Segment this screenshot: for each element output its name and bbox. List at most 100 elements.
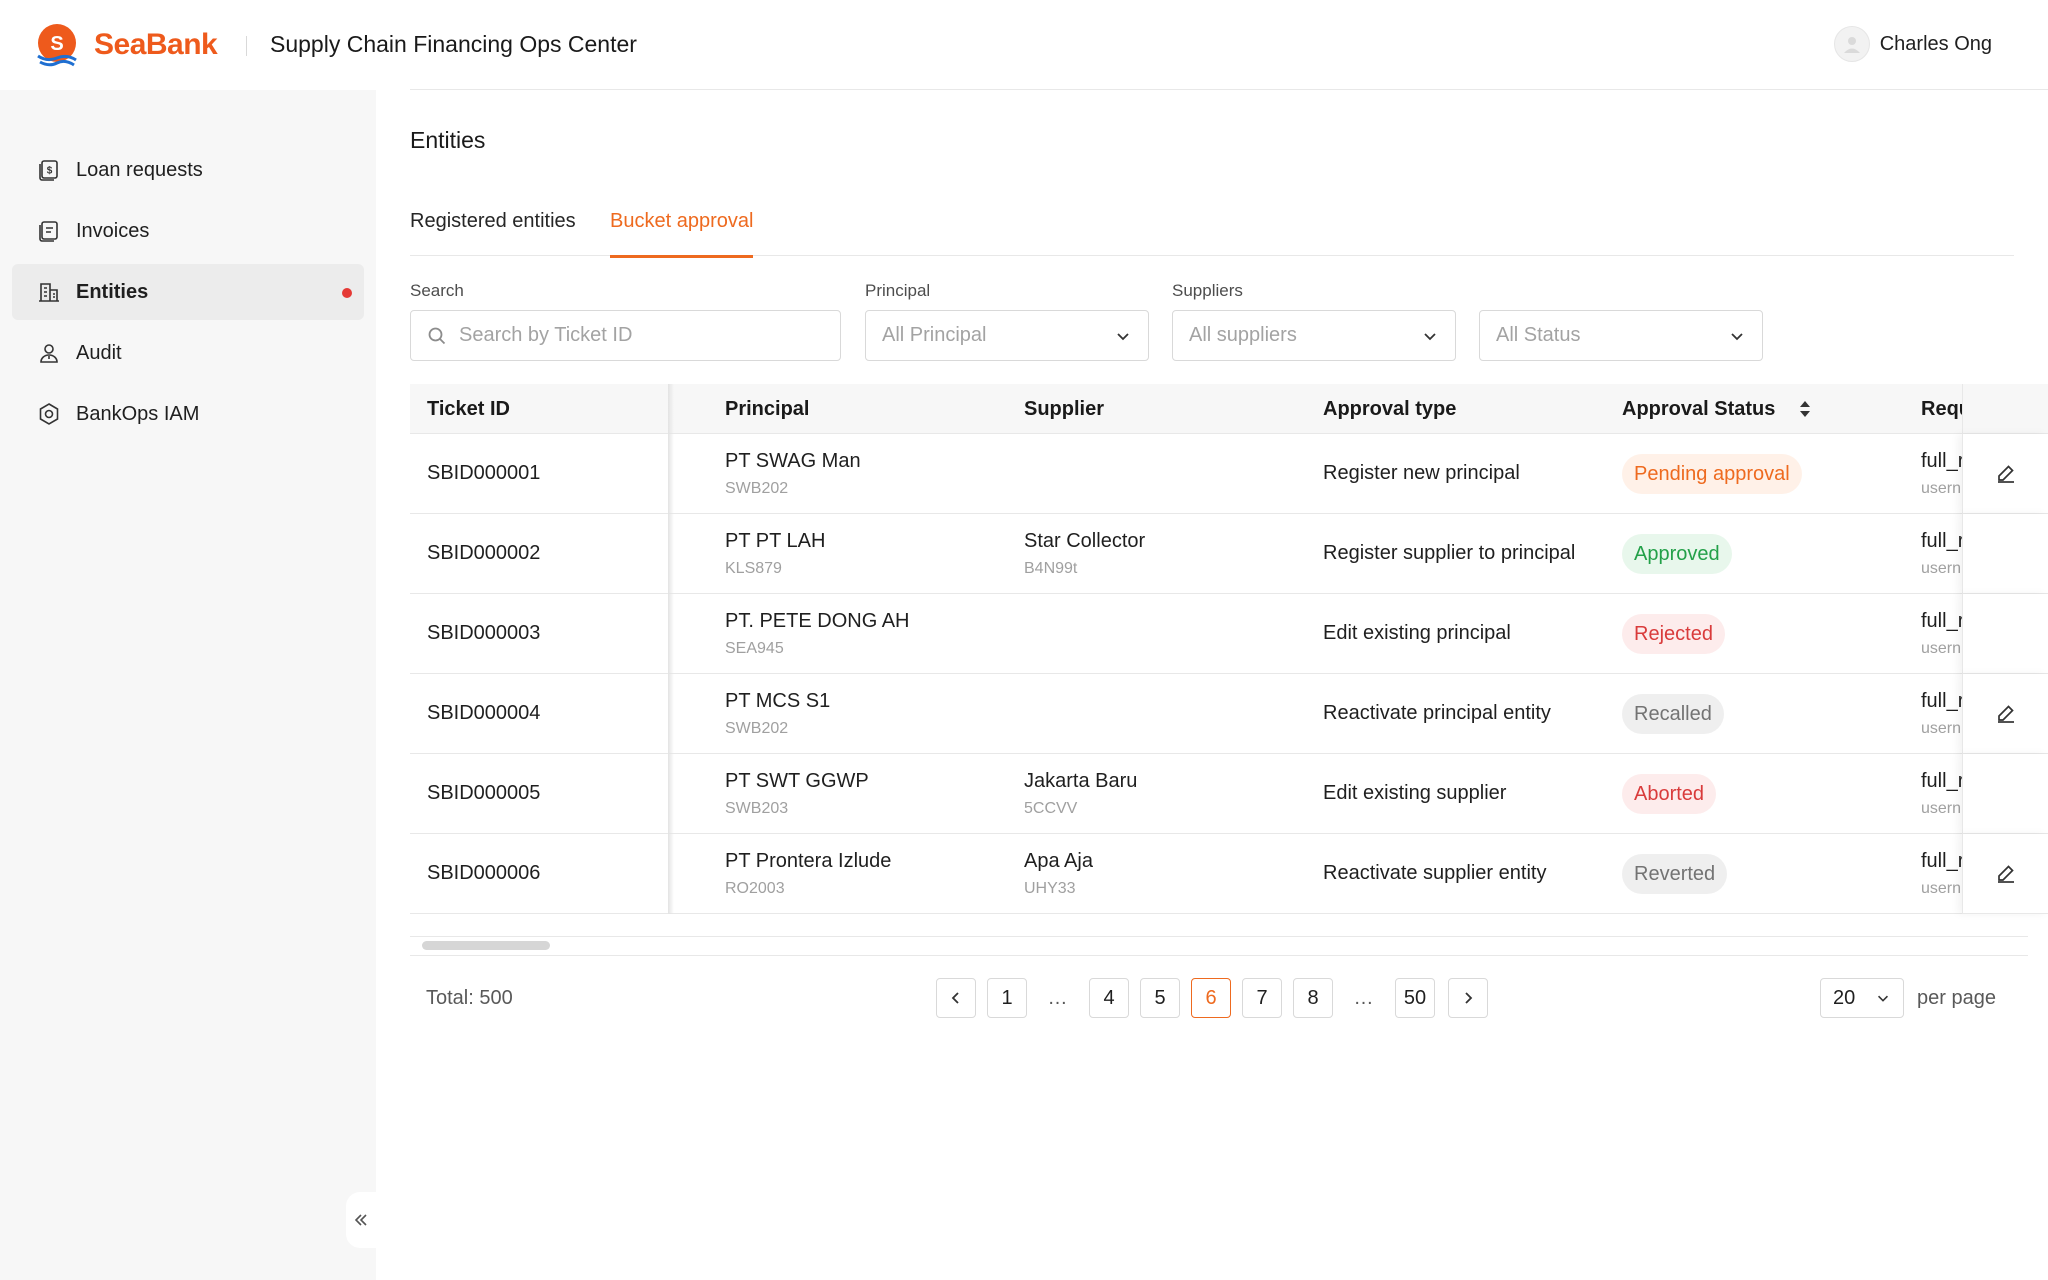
scrollbar-thumb[interactable]: [422, 941, 550, 950]
requester-name: full_r: [1921, 610, 1965, 632]
tabs: Registered entities Bucket approval: [410, 200, 2014, 258]
chevron-right-icon: [1465, 992, 1473, 1004]
supplier-name: Apa Aja: [1024, 850, 1093, 872]
supplier-code: UHY33: [1024, 880, 1076, 897]
edit-icon[interactable]: [1994, 862, 2018, 886]
prev-page-button[interactable]: [936, 978, 976, 1018]
action-cell: [1962, 674, 2048, 754]
sidebar-item-label: Invoices: [76, 219, 150, 242]
tab-bucket-approval[interactable]: Bucket approval: [610, 210, 754, 258]
chevron-left-icon: [951, 992, 959, 1004]
column-header-approval-status[interactable]: Approval Status: [1622, 398, 1776, 420]
per-page-label: per page: [1917, 987, 1996, 1009]
sidebar-item-bankops-iam[interactable]: BankOps IAM: [12, 386, 364, 442]
sidebar-item-loan-requests[interactable]: $ Loan requests: [12, 142, 364, 198]
principal-code: SWB202: [725, 480, 789, 497]
gear-icon: [36, 401, 62, 427]
user-icon: [1843, 37, 1860, 53]
page-button[interactable]: 4: [1089, 978, 1129, 1018]
chevron-down-icon: [1731, 332, 1743, 340]
supplier-code: B4N99t: [1024, 560, 1078, 577]
principal-code: SWB202: [725, 720, 789, 737]
invoice-icon: [36, 218, 62, 244]
page-ellipsis[interactable]: …: [1038, 978, 1078, 1018]
collapse-sidebar-button[interactable]: [346, 1192, 376, 1248]
requester-username: usern: [1921, 480, 1962, 497]
action-column: [1962, 384, 2048, 920]
supplier-code: 5CCVV: [1024, 800, 1078, 817]
sidebar-item-label: Loan requests: [76, 158, 203, 181]
principal-name: PT. PETE DONG AH: [725, 610, 910, 632]
seabank-logo[interactable]: S SeaBank: [34, 22, 218, 68]
search-label: Search: [410, 281, 464, 300]
sidebar-item-audit[interactable]: Audit: [12, 325, 364, 381]
double-chevron-left-icon: [354, 1214, 367, 1226]
sidebar-item-entities[interactable]: Entities: [12, 264, 364, 320]
sidebar-item-invoices[interactable]: Invoices: [12, 203, 364, 259]
supplier-name: Star Collector: [1024, 530, 1146, 552]
chevron-down-icon: [1424, 332, 1436, 340]
notification-dot: [342, 288, 352, 298]
tab-registered-entities[interactable]: Registered entities: [410, 210, 576, 232]
table-row[interactable]: SBID000001 PT SWAG Man SWB202 Register new …: [410, 434, 2048, 514]
page-button[interactable]: 6: [1191, 978, 1231, 1018]
table-row[interactable]: SBID000002 PT PT LAH KLS879 Star Collector B…: [410, 514, 2048, 594]
seabank-logo-icon: S: [37, 24, 77, 67]
principal-name: PT MCS S1: [725, 690, 831, 712]
principal-code: KLS879: [725, 560, 782, 577]
status-badge: Pending approval: [1622, 454, 1802, 494]
user-audit-icon: [36, 340, 62, 366]
column-header-requester: Requ: [1921, 398, 1971, 420]
next-page-button[interactable]: [1448, 978, 1488, 1018]
page-button[interactable]: 7: [1242, 978, 1282, 1018]
money-doc-icon: $: [36, 157, 62, 183]
requester-username: usern: [1921, 720, 1962, 737]
requester-username: usern: [1921, 800, 1962, 817]
action-column-header: [1962, 384, 2048, 434]
status-badge: Recalled: [1622, 694, 1724, 734]
header-bottom-divider: [410, 89, 2048, 90]
column-header-supplier: Supplier: [1024, 398, 1105, 420]
app-header: S SeaBank Supply Chain Financing Ops Cen…: [0, 0, 2048, 90]
status-badge: Rejected: [1622, 614, 1725, 654]
status-select[interactable]: All Status: [1479, 310, 1763, 361]
approval-type: Register new principal: [1323, 462, 1520, 484]
sidebar-item-label: BankOps IAM: [76, 402, 200, 425]
column-header-principal: Principal: [725, 398, 810, 420]
supplier-name: Jakarta Baru: [1024, 770, 1138, 792]
table-row[interactable]: SBID000005 PT SWT GGWP SWB203 Jakarta Baru 5…: [410, 754, 2048, 834]
principal-select[interactable]: All Principal: [865, 310, 1149, 361]
horizontal-scrollbar[interactable]: [410, 936, 2028, 956]
page-ellipsis[interactable]: …: [1344, 978, 1384, 1018]
header-divider: [246, 36, 247, 56]
chevron-down-icon: [1877, 995, 1889, 1002]
app-title: Supply Chain Financing Ops Center: [270, 31, 637, 57]
table-row[interactable]: SBID000003 PT. PETE DONG AH SEA945 Edit exi…: [410, 594, 2048, 674]
sort-icon[interactable]: [1798, 399, 1812, 419]
principal-name: PT Prontera Izlude: [725, 850, 892, 872]
requester-username: usern: [1921, 640, 1962, 657]
principal-code: RO2003: [725, 880, 785, 897]
edit-icon[interactable]: [1994, 462, 2018, 486]
approval-type: Reactivate supplier entity: [1323, 862, 1547, 884]
page-button[interactable]: 5: [1140, 978, 1180, 1018]
page-button[interactable]: 50: [1395, 978, 1435, 1018]
edit-icon[interactable]: [1994, 702, 2018, 726]
svg-text:S: S: [50, 33, 63, 55]
status-badge: Reverted: [1622, 854, 1728, 894]
user-menu[interactable]: Charles Ong: [1833, 26, 1992, 62]
requester-username: usern: [1921, 880, 1962, 897]
search-input[interactable]: [459, 324, 824, 347]
approval-type: Edit existing supplier: [1323, 782, 1507, 804]
requester-name: full_r: [1921, 690, 1965, 712]
table-row[interactable]: SBID000004 PT MCS S1 SWB202 Reactivate prin…: [410, 674, 2048, 754]
ticket-id: SBID000001: [427, 462, 541, 484]
page-button[interactable]: 1: [987, 978, 1027, 1018]
table-row[interactable]: SBID000006 PT Prontera Izlude RO2003 Apa Aj…: [410, 834, 2048, 914]
requester-name: full_r: [1921, 850, 1965, 872]
suppliers-select[interactable]: All suppliers: [1172, 310, 1456, 361]
principal-code: SEA945: [725, 640, 784, 657]
requester-name: full_r: [1921, 770, 1965, 792]
per-page-select[interactable]: 20: [1820, 978, 1904, 1018]
page-button[interactable]: 8: [1293, 978, 1333, 1018]
